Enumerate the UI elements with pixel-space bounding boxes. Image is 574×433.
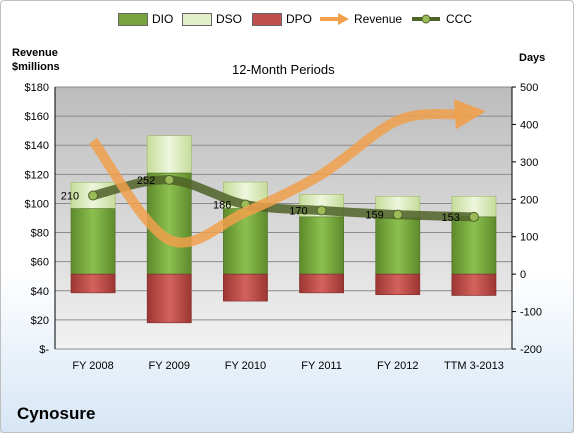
legend-item-revenue: Revenue <box>318 12 402 26</box>
bar-dio <box>451 216 497 275</box>
legend-label-revenue: Revenue <box>354 12 403 26</box>
legend-label-dpo: DPO <box>286 12 313 26</box>
ccc-point <box>164 174 175 185</box>
ccc-point <box>316 205 327 216</box>
category-label: FY 2008 <box>72 360 113 372</box>
legend: DIO DSO DPO Revenue CCC <box>0 12 574 34</box>
legend-swatch-dio <box>118 12 148 26</box>
right-tick-label: -200 <box>520 344 542 356</box>
right-tick-label: 300 <box>520 157 538 169</box>
right-tick-label: 100 <box>520 232 538 244</box>
ccc-data-label: 186 <box>213 200 231 212</box>
company-name: Cynosure <box>17 404 96 423</box>
right-axis-title: Days <box>519 52 546 64</box>
legend-arrow-icon <box>320 13 349 25</box>
right-tick-label: 500 <box>520 82 538 94</box>
bar-dpo <box>299 273 344 294</box>
right-tick-label: 400 <box>520 119 538 131</box>
category-label: FY 2010 <box>225 360 266 372</box>
series-line-revenue <box>89 108 461 248</box>
left-tick-label: $80 <box>31 228 49 240</box>
revenue-arrowhead <box>453 99 486 130</box>
legend-line-marker-icon <box>412 14 440 24</box>
bar-dpo <box>451 273 497 296</box>
left-tick-label: $- <box>39 344 49 356</box>
bar-dpo <box>223 273 268 302</box>
left-tick-label: $140 <box>25 140 49 152</box>
bar-dpo <box>146 273 192 324</box>
bar-dpo <box>375 273 421 296</box>
legend-item-ccc: CCC <box>410 12 472 26</box>
right-tick-label: 0 <box>520 269 526 281</box>
left-tick-label: $180 <box>25 82 49 94</box>
ccc-point <box>392 209 403 220</box>
ccc-point <box>88 190 99 201</box>
chart-title: 12-Month Periods <box>232 62 335 77</box>
legend-label-dso: DSO <box>216 12 243 26</box>
category-label: FY 2012 <box>377 360 418 372</box>
ccc-data-label: 210 <box>61 191 79 203</box>
ccc-data-label: 170 <box>289 206 307 218</box>
legend-label-ccc: CCC <box>446 12 472 26</box>
bar-dso <box>146 135 192 174</box>
right-tick-label: 200 <box>520 194 538 206</box>
bar-dio <box>375 217 421 275</box>
left-axis-title: Revenue $millions <box>12 47 60 73</box>
left-tick-label: $100 <box>25 198 49 210</box>
bar-dpo <box>70 273 116 294</box>
ccc-point <box>468 211 479 222</box>
left-tick-label: $60 <box>31 257 49 269</box>
left-tick-label: $40 <box>31 286 49 298</box>
left-tick-label: $120 <box>25 169 49 181</box>
legend-item-dio: DIO <box>118 12 173 26</box>
ccc-data-label: 159 <box>365 210 383 222</box>
category-label: FY 2009 <box>149 360 190 372</box>
series-line-ccc <box>88 175 479 222</box>
bar-dio <box>299 216 344 275</box>
right-tick-label: -100 <box>520 307 542 319</box>
legend-swatch-dpo <box>252 12 282 26</box>
legend-item-dso: DSO <box>182 12 242 26</box>
category-label: TTM 3-2013 <box>444 360 504 372</box>
legend-swatch-dso <box>182 12 212 26</box>
ccc-data-label: 153 <box>442 212 460 224</box>
left-tick-label: $20 <box>31 315 49 327</box>
ccc-data-label: 252 <box>137 175 155 187</box>
legend-label-dio: DIO <box>152 12 174 26</box>
legend-item-dpo: DPO <box>252 12 312 26</box>
category-label: FY 2011 <box>301 360 342 372</box>
bar-dio <box>70 208 116 275</box>
left-tick-label: $160 <box>25 111 49 123</box>
